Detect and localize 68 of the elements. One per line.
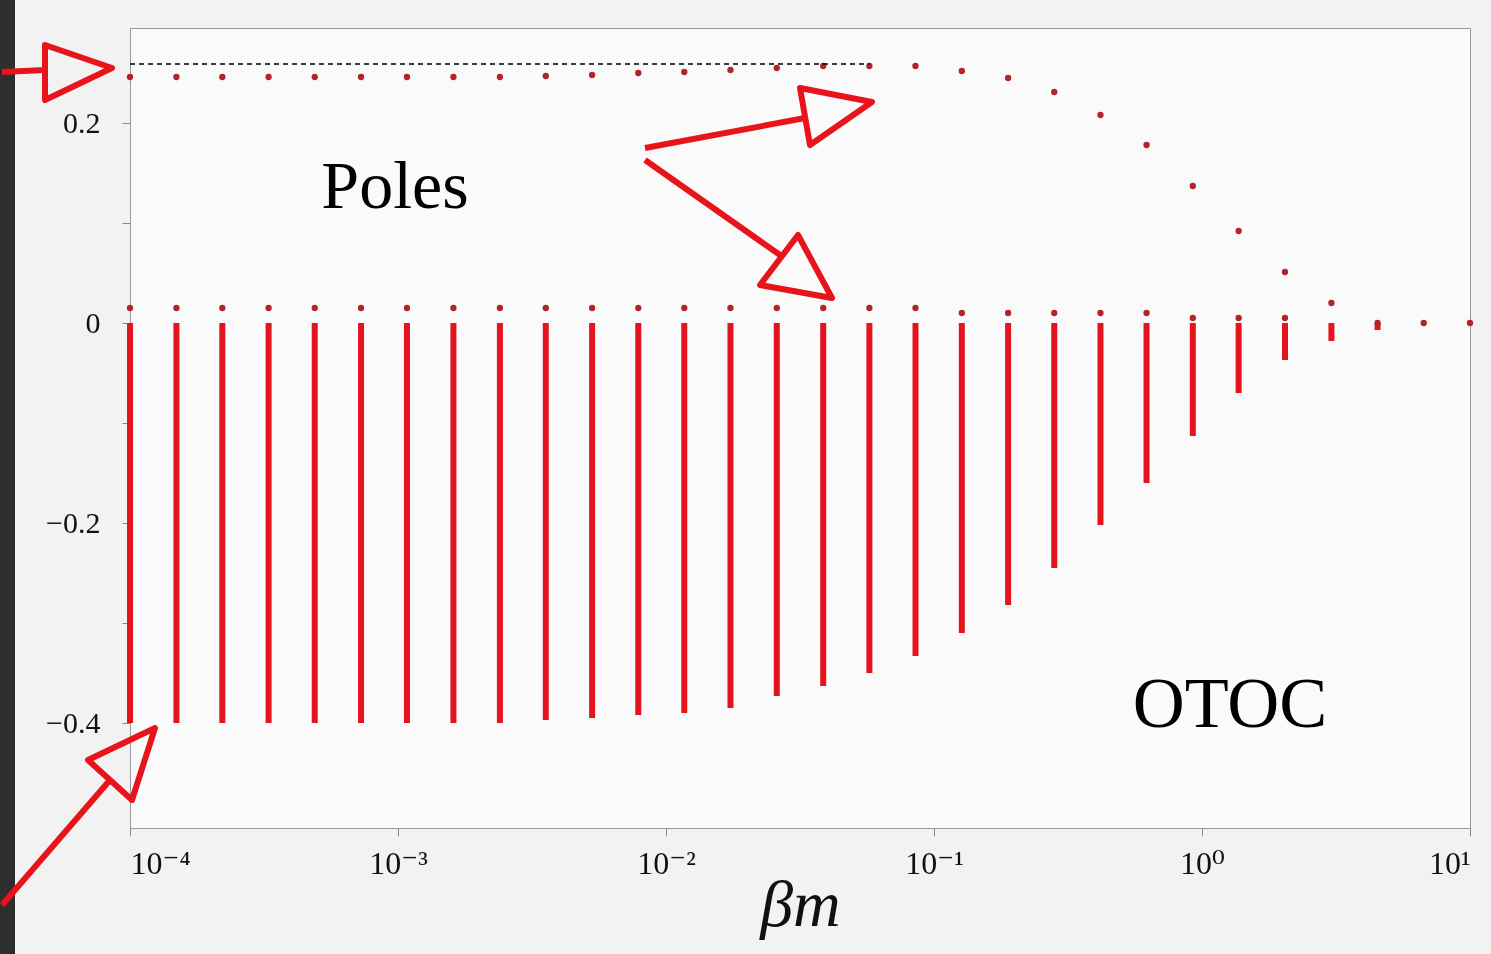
point	[635, 304, 642, 312]
point	[219, 304, 226, 312]
point	[958, 309, 965, 317]
point	[496, 304, 504, 312]
x-tick-label: 10⁻³	[369, 844, 428, 881]
point	[173, 73, 180, 81]
point	[958, 67, 965, 75]
point	[450, 304, 457, 312]
point	[912, 304, 919, 312]
annotation: OTOC	[1132, 663, 1328, 743]
x-tick-label: 10⁻¹	[905, 844, 964, 881]
point	[1281, 268, 1289, 276]
point	[1281, 314, 1289, 322]
point	[588, 71, 596, 79]
point	[727, 304, 734, 312]
point	[265, 73, 272, 81]
x-tick-label: 10⁻²	[637, 844, 696, 881]
point	[1097, 309, 1104, 317]
point	[681, 68, 688, 76]
point	[1143, 309, 1150, 317]
point	[820, 304, 827, 312]
point	[1143, 141, 1150, 149]
point	[311, 73, 318, 81]
point	[542, 304, 549, 312]
point	[403, 304, 411, 312]
y-tick-label: 0	[85, 305, 101, 339]
point	[496, 73, 504, 81]
point	[542, 72, 549, 80]
y-tick-label: 0.2	[63, 105, 101, 139]
point	[126, 73, 134, 81]
x-tick-label: 10⁰	[1180, 844, 1225, 881]
x-tick-label: 10⁻⁴	[130, 844, 191, 881]
point	[588, 304, 596, 312]
point	[866, 62, 873, 70]
x-axis-title: βm	[758, 866, 841, 940]
point	[1189, 314, 1196, 322]
point	[1051, 309, 1058, 317]
point	[1097, 111, 1104, 119]
annotation: Poles	[321, 147, 469, 223]
point	[1420, 319, 1427, 327]
point	[727, 66, 734, 74]
point	[1004, 74, 1012, 82]
point	[357, 304, 365, 312]
point	[1235, 314, 1242, 322]
point	[635, 69, 642, 77]
point	[1189, 182, 1196, 190]
point	[450, 73, 457, 81]
y-tick-label: −0.2	[46, 505, 101, 539]
y-tick-label: −0.4	[46, 705, 101, 739]
point	[1328, 299, 1335, 307]
point	[311, 304, 318, 312]
point	[1374, 319, 1381, 327]
point	[265, 304, 272, 312]
point	[1051, 88, 1058, 96]
point	[126, 304, 134, 312]
point	[912, 62, 919, 70]
point	[219, 73, 226, 81]
point	[681, 304, 688, 312]
point	[173, 304, 180, 312]
point	[1235, 227, 1242, 235]
point	[773, 64, 780, 72]
point	[403, 73, 411, 81]
x-tick-label: 10¹	[1428, 844, 1471, 881]
point	[357, 73, 365, 81]
point	[866, 304, 873, 312]
point	[1004, 309, 1012, 317]
point	[773, 304, 780, 312]
point	[1466, 319, 1474, 327]
